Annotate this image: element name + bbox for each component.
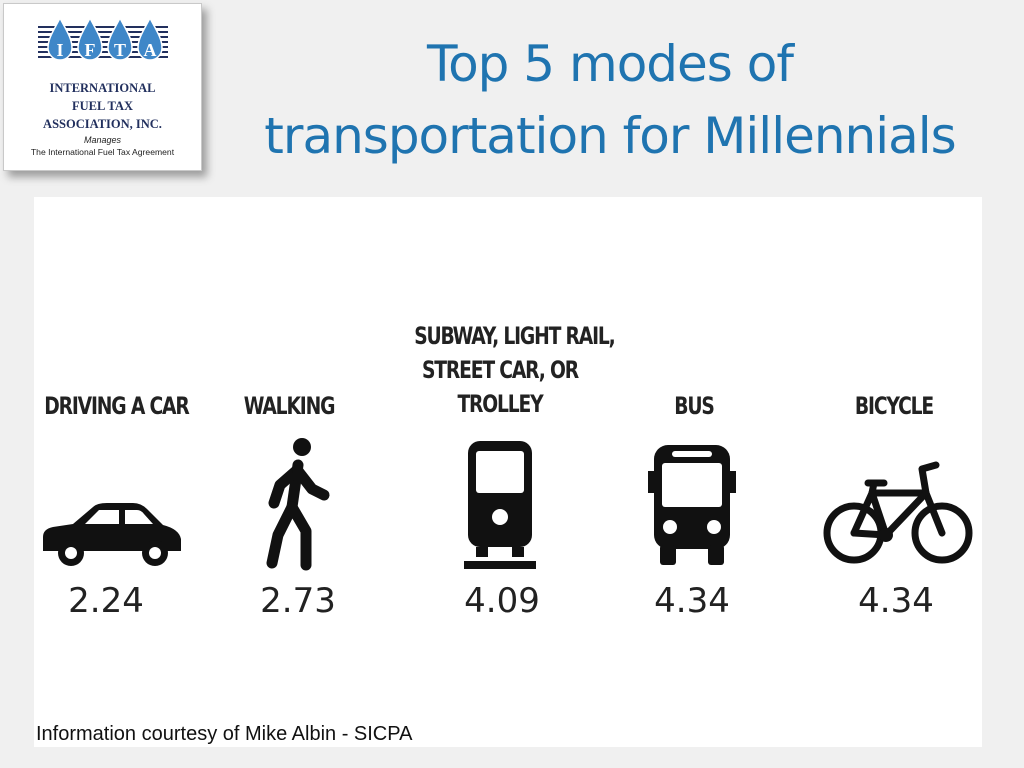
- logo-line: FUEL TAX: [71, 99, 133, 113]
- mode-label: BICYCLE: [854, 392, 934, 420]
- mode-label: WALKING: [243, 392, 336, 420]
- ifta-drops-graphic: I F T A: [38, 16, 168, 61]
- mode-value: 4.09: [464, 581, 540, 621]
- logo-letter: I: [56, 40, 63, 60]
- mode-value: 2.73: [260, 581, 336, 621]
- logo-line: The International Fuel Tax Agreement: [30, 147, 175, 157]
- walking-person-icon: [266, 438, 330, 571]
- mode-label: DRIVING A CAR: [44, 392, 190, 420]
- mode-value: 2.24: [68, 581, 144, 621]
- mode-value: 4.34: [858, 581, 934, 621]
- train-icon: [464, 441, 536, 569]
- slide-title: Top 5 modes of transportation for Millen…: [215, 28, 1005, 172]
- ifta-logo: I F T A INTERNATIONAL FUEL TAX ASSOCIATI…: [3, 3, 202, 171]
- slide-title-line: Top 5 modes of: [427, 35, 794, 93]
- logo-letter: A: [144, 40, 157, 60]
- logo-line: INTERNATIONAL: [49, 81, 156, 95]
- logo-line: ASSOCIATION, INC.: [43, 117, 162, 131]
- bicycle-icon: [823, 461, 973, 564]
- mode-value: 4.34: [654, 581, 730, 621]
- transport-infographic: DRIVING A CAR 2.24 WALKING 2.73 SUBWAY, …: [34, 197, 982, 747]
- bus-icon: [648, 445, 736, 565]
- car-icon: [43, 503, 181, 566]
- logo-line: Manages: [83, 135, 122, 145]
- mode-label: BUS: [674, 392, 715, 420]
- mode-label: SUBWAY, LIGHT RAIL, STREET CAR, OR TROLL…: [414, 322, 616, 418]
- logo-letter: T: [114, 40, 126, 60]
- slide-title-line: transportation for Millennials: [264, 107, 956, 165]
- logo-letter: F: [85, 40, 96, 60]
- source-credit: Information courtesy of Mike Albin - SIC…: [36, 723, 413, 745]
